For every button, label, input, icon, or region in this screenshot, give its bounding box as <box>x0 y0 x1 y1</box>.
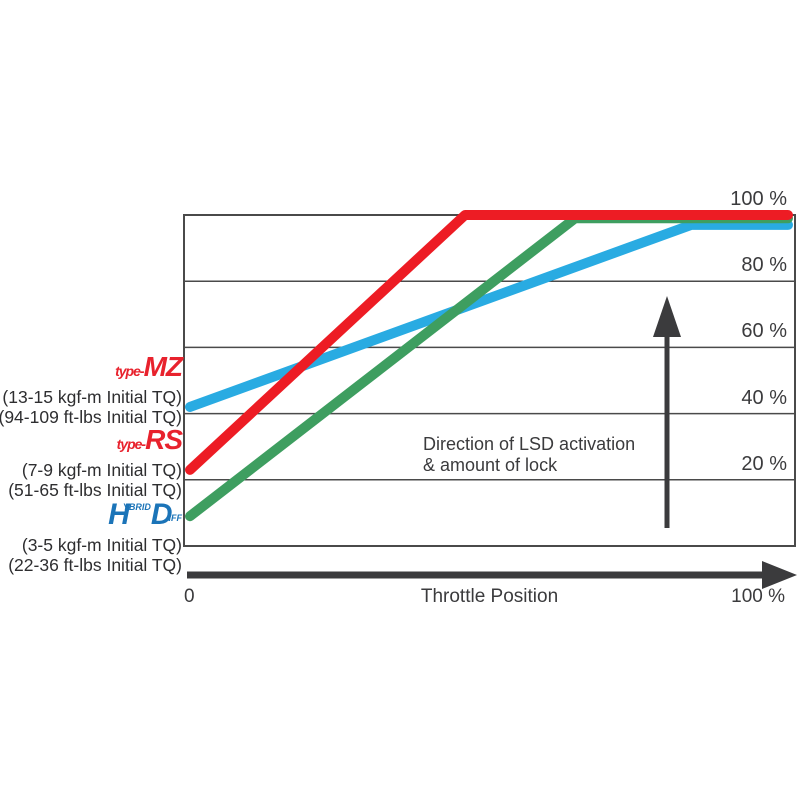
y-tick-label: 40 % <box>741 386 787 409</box>
y-tick-label: 20 % <box>741 452 787 475</box>
type-rs-logo: type-RS <box>8 424 183 460</box>
y-tick-label: 80 % <box>741 254 787 277</box>
hd-logo-d: D <box>150 498 173 531</box>
y-tick-label: 100 % <box>730 188 787 210</box>
legend-item-type-mz: type-MZ (13-15 kgf-m Initial TQ) (94-109… <box>0 351 183 428</box>
series-line-type-mz <box>185 219 793 412</box>
type-mz-logo: type-MZ <box>0 351 183 387</box>
hd-logo-ybrid: YBRID <box>122 502 151 512</box>
annotation-direction-of-lsd: Direction of LSD activation & amount of … <box>423 434 635 476</box>
y-tick-label: 60 % <box>741 320 787 343</box>
x-axis-title: Throttle Position <box>420 586 559 607</box>
throttle-axis-arrow-icon <box>187 561 797 589</box>
hybrid-diff-torque-imperial: (22-36 ft-lbs Initial TQ) <box>8 555 182 575</box>
hd-logo-iff: IFF <box>168 513 183 523</box>
series-line-type-rs <box>185 210 793 475</box>
type-rs-torque-imperial: (51-65 ft-lbs Initial TQ) <box>8 480 182 500</box>
annotation-line-1: Direction of LSD activation <box>423 434 636 454</box>
type-mz-logo-name: MZ <box>143 351 183 382</box>
annotation-line-2: & amount of lock <box>423 455 558 475</box>
type-mz-logo-prefix: type- <box>115 363 144 379</box>
type-rs-logo-prefix: type- <box>116 436 146 452</box>
hybrid-diff-logo: HYBRIDDIFF <box>8 492 182 535</box>
type-rs-torque-metric: (7-9 kgf-m Initial TQ) <box>21 460 182 480</box>
legend-item-type-rs: type-RS (7-9 kgf-m Initial TQ) (51-65 ft… <box>8 424 183 501</box>
x-axis-min-label: 0 <box>184 586 195 607</box>
legend-item-hybrid-diff: HYBRIDDIFF (3-5 kgf-m Initial TQ) (22-36… <box>8 492 182 576</box>
hd-logo-h: H <box>108 498 130 531</box>
type-mz-torque-imperial: (94-109 ft-lbs Initial TQ) <box>0 407 182 427</box>
hybrid-diff-torque-metric: (3-5 kgf-m Initial TQ) <box>21 535 182 555</box>
type-mz-torque-metric: (13-15 kgf-m Initial TQ) <box>2 387 182 407</box>
x-axis-max-label: 100 % <box>731 586 785 607</box>
lsd-direction-arrow-icon <box>653 296 681 528</box>
series-lines <box>185 210 793 522</box>
type-rs-logo-name: RS <box>145 424 183 455</box>
